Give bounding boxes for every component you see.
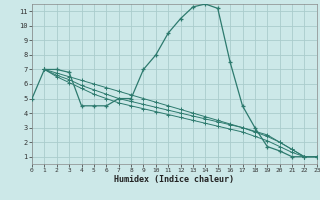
X-axis label: Humidex (Indice chaleur): Humidex (Indice chaleur)	[115, 175, 234, 184]
